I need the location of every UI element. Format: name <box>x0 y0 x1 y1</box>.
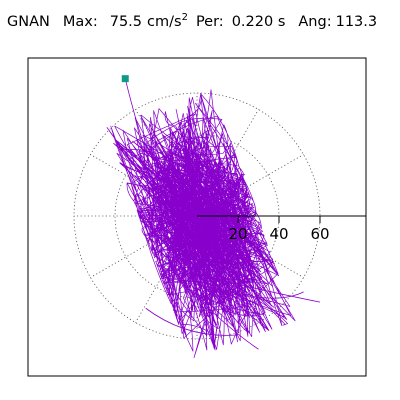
trace-excursion-0 <box>124 78 173 213</box>
max-label: Max: <box>62 14 98 30</box>
header-readout: GNAN Max: 75.5 cm/s2 Per: 0.220 s Ang: 113.3 <box>7 12 378 31</box>
trace-excursion-1 <box>155 154 198 237</box>
x-tick-label-40: 40 <box>269 225 288 243</box>
per-value: 0.220 s <box>231 14 286 30</box>
max-unit-exponent: 2 <box>181 12 188 23</box>
grid-spoke-210 <box>90 215 198 278</box>
x-axis: 20 40 60 <box>197 215 366 243</box>
trace-excursion-3 <box>217 287 304 299</box>
motion-trace <box>106 78 321 359</box>
plot-frame <box>27 57 367 377</box>
ang-value: 113.3 <box>335 14 378 30</box>
grid-spoke-30 <box>196 154 304 217</box>
ang-label: Ang: <box>298 14 332 30</box>
x-tick-label-20: 20 <box>228 225 247 243</box>
max-marker <box>121 75 129 83</box>
per-label: Per: <box>195 14 224 30</box>
trace-main <box>106 89 296 359</box>
max-unit: cm/s <box>147 14 182 30</box>
max-value: 75.5 <box>109 14 143 30</box>
trace-excursion-5 <box>145 307 239 336</box>
x-tick-label-60: 60 <box>310 225 329 243</box>
trace-excursion-2 <box>207 277 321 303</box>
grid-spoke-120 <box>135 109 198 217</box>
station-code: GNAN <box>7 14 50 30</box>
trace-excursion-4 <box>176 277 259 350</box>
max-marker-layer <box>121 75 129 83</box>
grid-spoke-240 <box>135 215 198 323</box>
